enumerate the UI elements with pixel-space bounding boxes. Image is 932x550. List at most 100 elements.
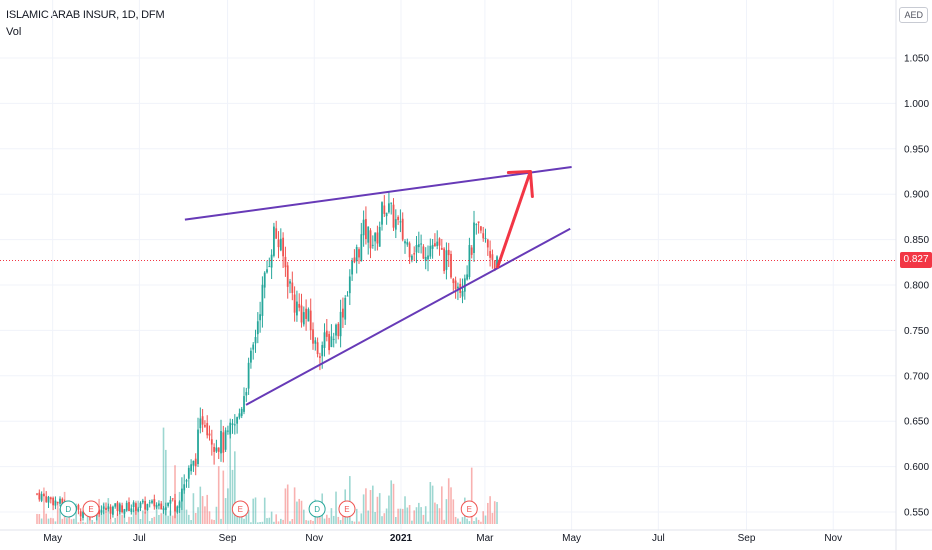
- volume-bar: [319, 517, 321, 524]
- candle-body: [146, 504, 149, 510]
- volume-indicator-label[interactable]: Vol: [6, 26, 22, 38]
- volume-bar: [282, 519, 284, 524]
- volume-bar: [192, 493, 195, 524]
- drawings[interactable]: [0, 165, 896, 406]
- time-axis[interactable]: May Jul Sep Nov 2021 Mar May Jul Sep Nov: [0, 529, 932, 544]
- candle-body: [434, 243, 436, 247]
- earnings-marker[interactable]: E: [338, 500, 356, 518]
- candle-body: [443, 248, 446, 272]
- candle-body: [431, 244, 434, 249]
- volume-bar: [47, 518, 50, 524]
- candle-body: [135, 503, 137, 511]
- marker-label: D: [65, 505, 71, 514]
- volume-bar: [250, 522, 252, 524]
- candle-body: [247, 362, 250, 389]
- candle-body: [98, 509, 101, 515]
- candle-body: [486, 239, 489, 248]
- volume-bar: [206, 494, 209, 524]
- volume-bar: [227, 488, 229, 524]
- volume-bar: [112, 522, 114, 524]
- symbol-title[interactable]: ISLAMIC ARAB INSUR, 1D, DFM: [6, 9, 165, 21]
- candle-body: [56, 501, 59, 504]
- volume-bar: [339, 520, 342, 524]
- lower-trendline[interactable]: [245, 227, 571, 406]
- candle-body: [43, 494, 45, 497]
- currency-badge[interactable]: AED: [899, 7, 928, 23]
- volume-bar: [59, 508, 61, 524]
- volume-bar: [378, 493, 381, 524]
- volume-bar: [413, 510, 416, 524]
- projection-arrow[interactable]: [496, 170, 532, 269]
- volume-bar: [392, 483, 395, 524]
- candle-body: [394, 219, 397, 230]
- volume-bar: [213, 519, 215, 524]
- volume-bar: [388, 495, 390, 524]
- earnings-marker[interactable]: E: [82, 500, 100, 518]
- price-axis[interactable]: 1.050 1.000 0.950 0.900 0.850 0.800 0.750 0.700…: [895, 0, 929, 550]
- volume-bar: [298, 498, 301, 524]
- candle-body: [440, 248, 443, 250]
- candle-body: [445, 250, 448, 270]
- projection-arrowhead[interactable]: [506, 170, 534, 198]
- volume-bar: [208, 511, 211, 524]
- candle-body: [408, 243, 411, 258]
- candle-body: [461, 291, 464, 297]
- volume-bar: [148, 521, 151, 524]
- volume-bar: [169, 510, 172, 524]
- volume-bar: [441, 486, 443, 524]
- volume-bar: [185, 509, 188, 524]
- volume-bar: [457, 518, 459, 524]
- dividend-marker[interactable]: D: [308, 500, 326, 518]
- volume-bar: [61, 518, 64, 524]
- candle-body: [309, 310, 312, 331]
- candle-body: [201, 416, 204, 425]
- candle-body: [282, 237, 285, 257]
- x-tick-label: May: [43, 533, 62, 544]
- volume-bar: [204, 506, 206, 524]
- upper-trendline[interactable]: [184, 165, 572, 221]
- candle-body: [192, 460, 195, 466]
- candle-body: [59, 498, 61, 504]
- volume-bar: [234, 451, 236, 524]
- candle-body: [121, 505, 124, 513]
- candle-body: [100, 510, 103, 513]
- candle-body: [77, 504, 80, 510]
- candle-body: [381, 202, 383, 225]
- volume-bar: [167, 515, 169, 524]
- volume-bar: [270, 511, 273, 524]
- candle-body: [125, 502, 128, 511]
- candle-body: [342, 308, 344, 318]
- volume-bar: [215, 506, 218, 524]
- volume-bar: [316, 516, 319, 524]
- candle-body: [360, 234, 363, 262]
- candle-body: [213, 446, 216, 452]
- y-tick-label: 0.950: [904, 144, 929, 155]
- candle-body: [204, 425, 206, 427]
- volume-bar: [116, 513, 119, 524]
- volume-bar: [130, 517, 133, 524]
- candle-body: [36, 493, 38, 495]
- volume-bar: [261, 521, 264, 524]
- volume-bar: [151, 518, 153, 524]
- candle-body: [284, 256, 287, 268]
- volume-bar: [399, 508, 402, 524]
- candle-body: [139, 502, 142, 508]
- candle-body: [277, 239, 280, 248]
- earnings-marker[interactable]: E: [231, 500, 249, 518]
- volume-bar: [300, 500, 303, 524]
- volume-bar: [194, 512, 197, 524]
- candle-body: [224, 430, 227, 450]
- candle-body: [367, 226, 370, 243]
- earnings-marker[interactable]: E: [460, 500, 478, 518]
- volume-bar: [385, 508, 388, 524]
- dividend-marker[interactable]: D: [59, 500, 77, 518]
- volume-bar: [50, 517, 52, 524]
- volume-bar: [468, 521, 471, 524]
- candle-body: [399, 221, 402, 223]
- candle-body: [38, 492, 41, 500]
- candle-body: [429, 245, 432, 257]
- volume-bar: [496, 501, 498, 524]
- volume-bar: [266, 518, 268, 524]
